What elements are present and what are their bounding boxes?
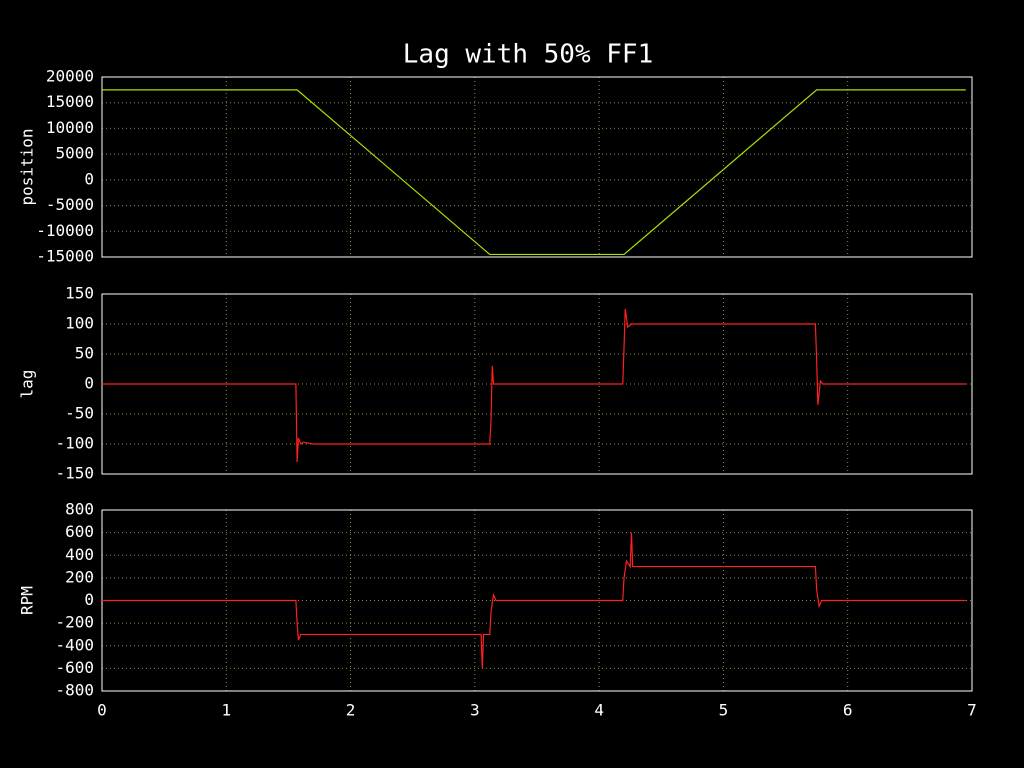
y-axis-label: RPM — [18, 586, 37, 615]
x-tick-label: 2 — [346, 701, 356, 720]
y-tick-label: 200 — [65, 567, 94, 586]
y-tick-label: -150 — [55, 464, 94, 483]
x-tick-label: 7 — [967, 701, 977, 720]
y-tick-label: 10000 — [46, 118, 94, 137]
y-tick-label: -200 — [55, 613, 94, 632]
y-tick-label: -15000 — [36, 247, 94, 266]
y-tick-label: -100 — [55, 434, 94, 453]
y-tick-label: 0 — [84, 590, 94, 609]
x-tick-label: 5 — [719, 701, 729, 720]
y-tick-label: 50 — [75, 344, 94, 363]
x-tick-label: 4 — [594, 701, 604, 720]
y-tick-label: 20000 — [46, 67, 94, 86]
y-axis-label: lag — [18, 370, 37, 399]
y-tick-label: 800 — [65, 500, 94, 519]
y-tick-label: 100 — [65, 314, 94, 333]
x-tick-label: 6 — [843, 701, 853, 720]
y-tick-label: 400 — [65, 545, 94, 564]
data-line — [102, 89, 966, 256]
y-tick-label: -10000 — [36, 221, 94, 240]
y-axis-label: position — [18, 128, 37, 205]
y-tick-label: -400 — [55, 635, 94, 654]
y-tick-label: 0 — [84, 374, 94, 393]
y-tick-label: 5000 — [55, 144, 94, 163]
y-tick-label: -600 — [55, 658, 94, 677]
y-tick-label: 0 — [84, 169, 94, 188]
plot-frame — [101, 76, 973, 258]
y-tick-label: 600 — [65, 522, 94, 541]
y-tick-label: 150 — [65, 284, 94, 303]
x-tick-label: 0 — [97, 701, 107, 720]
y-tick-label: 15000 — [46, 92, 94, 111]
y-tick-label: -5000 — [46, 195, 94, 214]
y-tick-label: -800 — [55, 681, 94, 700]
data-line — [102, 532, 966, 669]
data-line — [102, 308, 966, 463]
x-tick-label: 3 — [470, 701, 480, 720]
y-tick-label: -50 — [65, 404, 94, 423]
chart-title: Lag with 50% FF1 — [403, 40, 653, 70]
x-tick-label: 1 — [221, 701, 231, 720]
